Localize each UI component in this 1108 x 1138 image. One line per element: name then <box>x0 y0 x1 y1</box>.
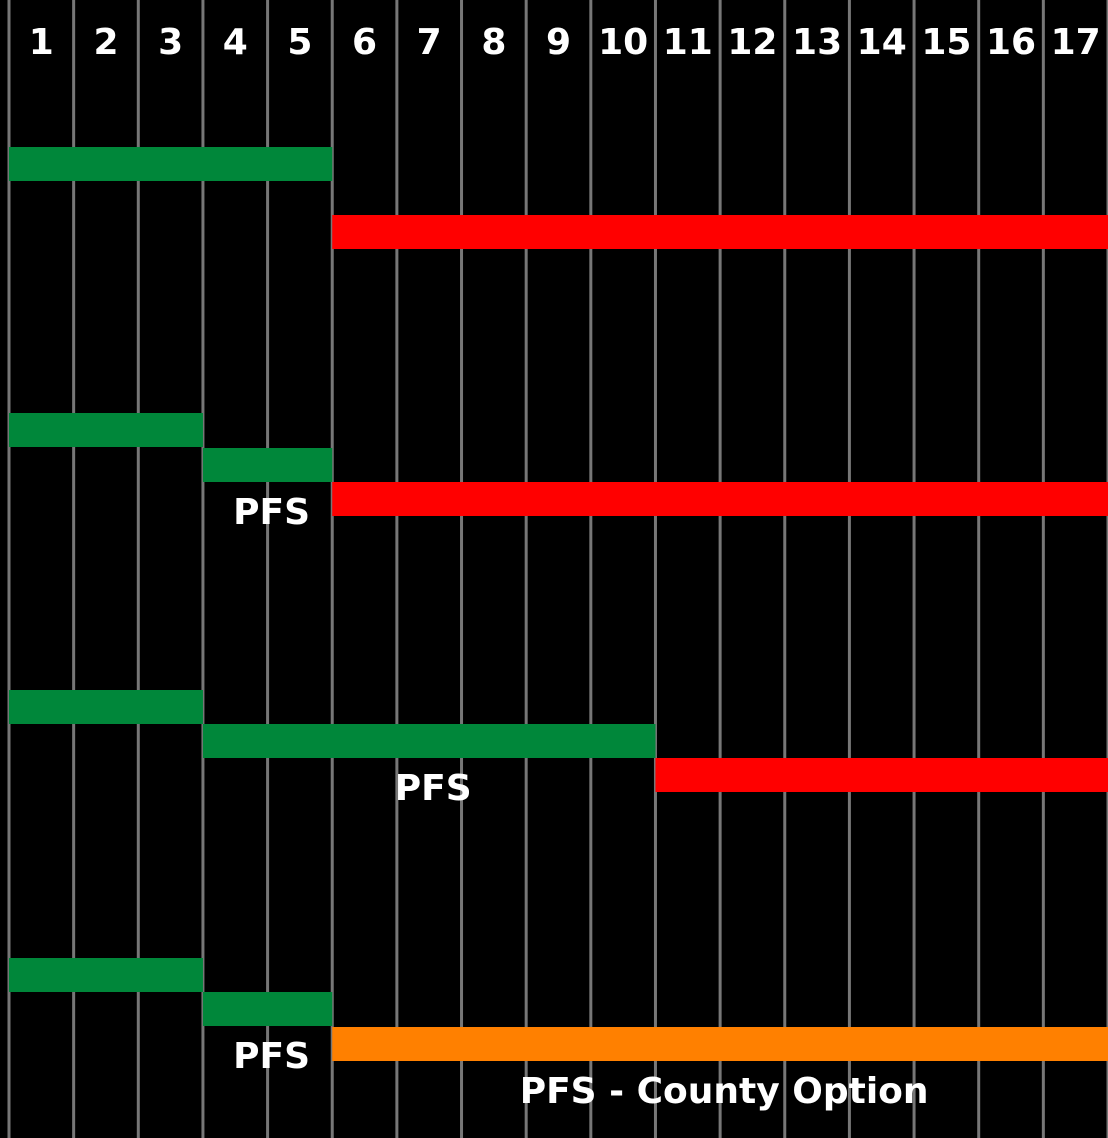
column-header: 1 <box>29 22 54 63</box>
bar <box>332 1027 1108 1061</box>
bar <box>655 758 1108 792</box>
bar <box>9 413 203 447</box>
column-header: 5 <box>287 22 312 63</box>
bar <box>202 448 333 482</box>
column-header: 14 <box>857 22 907 63</box>
column-header: 11 <box>663 22 713 63</box>
bar <box>202 724 656 758</box>
bar-label: PFS - County Option <box>520 1071 929 1112</box>
column-header: 17 <box>1051 22 1101 63</box>
column-header: 6 <box>352 22 377 63</box>
bar-label: PFS <box>395 768 472 809</box>
column-header: 4 <box>223 22 248 63</box>
bar <box>202 992 333 1026</box>
column-header: 8 <box>481 22 506 63</box>
column-header: 10 <box>598 22 648 63</box>
bar-label: PFS <box>233 1036 310 1077</box>
column-header: 13 <box>792 22 842 63</box>
bar-label: PFS <box>233 492 310 533</box>
bar <box>9 147 333 181</box>
bar <box>9 958 203 992</box>
bar <box>9 690 203 724</box>
column-header: 3 <box>158 22 183 63</box>
bar <box>332 482 1108 516</box>
bar <box>332 215 1108 249</box>
column-header: 15 <box>921 22 971 63</box>
column-header: 7 <box>417 22 442 63</box>
column-header: 16 <box>986 22 1036 63</box>
column-header: 9 <box>546 22 571 63</box>
column-header: 12 <box>727 22 777 63</box>
column-header: 2 <box>93 22 118 63</box>
